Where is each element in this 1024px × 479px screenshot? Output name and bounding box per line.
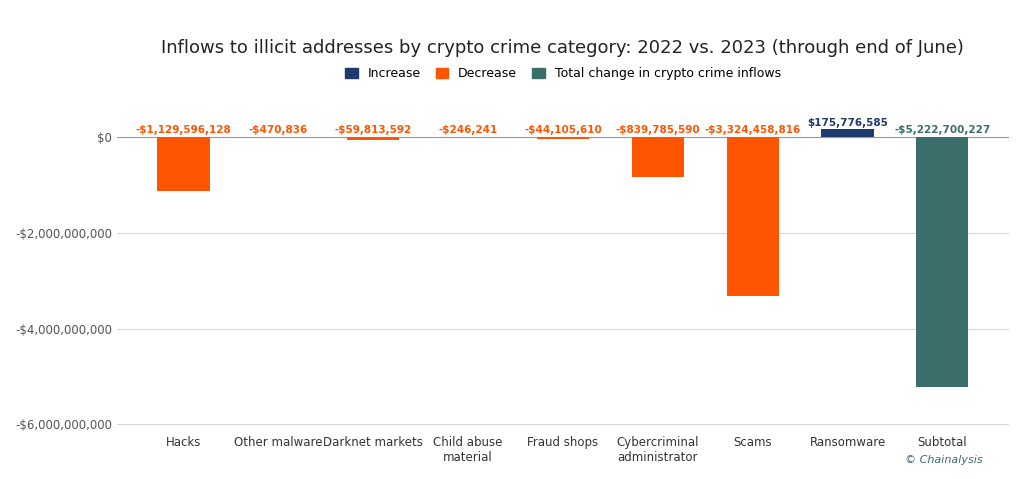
Text: -$470,836: -$470,836 <box>249 125 308 135</box>
Text: -$59,813,592: -$59,813,592 <box>335 125 412 135</box>
Text: $175,776,585: $175,776,585 <box>807 117 888 127</box>
Text: -$5,222,700,227: -$5,222,700,227 <box>894 125 990 135</box>
Bar <box>158 137 210 191</box>
Text: -$839,785,590: -$839,785,590 <box>615 125 700 135</box>
Text: -$1,129,596,128: -$1,129,596,128 <box>135 125 231 135</box>
Legend: Increase, Decrease, Total change in crypto crime inflows: Increase, Decrease, Total change in cryp… <box>341 64 784 84</box>
Bar <box>537 137 589 139</box>
Text: © Chainalysis: © Chainalysis <box>905 455 983 465</box>
Text: -$246,241: -$246,241 <box>438 125 498 135</box>
Text: -$44,105,610: -$44,105,610 <box>524 125 602 135</box>
Bar <box>727 137 778 297</box>
Bar <box>347 137 399 140</box>
Bar <box>821 129 873 137</box>
Title: Inflows to illicit addresses by crypto crime category: 2022 vs. 2023 (through en: Inflows to illicit addresses by crypto c… <box>162 39 965 57</box>
Bar <box>916 137 969 387</box>
Text: -$3,324,458,816: -$3,324,458,816 <box>705 125 801 135</box>
Bar <box>632 137 684 177</box>
